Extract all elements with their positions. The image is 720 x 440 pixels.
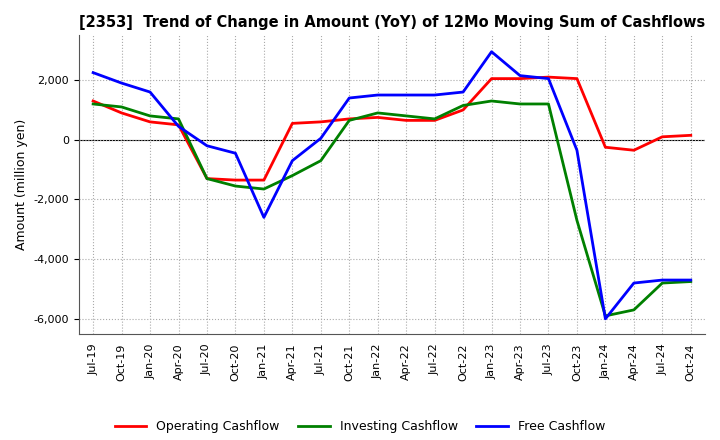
- Investing Cashflow: [260, 187, 269, 192]
- Investing Cashflow: [686, 279, 695, 284]
- Operating Cashflow: [402, 118, 410, 123]
- Free Cashflow: [601, 316, 610, 322]
- Operating Cashflow: [231, 177, 240, 183]
- Operating Cashflow: [117, 110, 126, 116]
- Investing Cashflow: [487, 99, 496, 104]
- Operating Cashflow: [317, 119, 325, 125]
- Investing Cashflow: [516, 101, 524, 106]
- Free Cashflow: [89, 70, 97, 75]
- Line: Investing Cashflow: Investing Cashflow: [93, 101, 690, 316]
- Operating Cashflow: [459, 107, 467, 113]
- Line: Operating Cashflow: Operating Cashflow: [93, 77, 690, 180]
- Free Cashflow: [174, 124, 183, 129]
- Free Cashflow: [459, 89, 467, 95]
- Free Cashflow: [544, 76, 553, 81]
- Operating Cashflow: [345, 116, 354, 121]
- Free Cashflow: [431, 92, 439, 98]
- Operating Cashflow: [288, 121, 297, 126]
- Operating Cashflow: [572, 76, 581, 81]
- Free Cashflow: [345, 95, 354, 101]
- Investing Cashflow: [117, 104, 126, 110]
- Investing Cashflow: [601, 313, 610, 319]
- Y-axis label: Amount (million yen): Amount (million yen): [15, 119, 28, 250]
- Operating Cashflow: [658, 134, 667, 139]
- Free Cashflow: [317, 136, 325, 141]
- Investing Cashflow: [174, 116, 183, 121]
- Free Cashflow: [202, 143, 211, 148]
- Legend: Operating Cashflow, Investing Cashflow, Free Cashflow: Operating Cashflow, Investing Cashflow, …: [110, 415, 610, 438]
- Operating Cashflow: [487, 76, 496, 81]
- Investing Cashflow: [202, 176, 211, 181]
- Investing Cashflow: [317, 158, 325, 163]
- Operating Cashflow: [89, 99, 97, 104]
- Free Cashflow: [686, 277, 695, 282]
- Operating Cashflow: [629, 147, 638, 153]
- Operating Cashflow: [260, 177, 269, 183]
- Operating Cashflow: [431, 118, 439, 123]
- Investing Cashflow: [288, 173, 297, 178]
- Line: Free Cashflow: Free Cashflow: [93, 52, 690, 319]
- Operating Cashflow: [601, 145, 610, 150]
- Operating Cashflow: [145, 119, 154, 125]
- Investing Cashflow: [459, 103, 467, 108]
- Operating Cashflow: [202, 176, 211, 181]
- Free Cashflow: [487, 49, 496, 55]
- Investing Cashflow: [374, 110, 382, 116]
- Investing Cashflow: [431, 116, 439, 121]
- Free Cashflow: [572, 147, 581, 153]
- Free Cashflow: [658, 277, 667, 282]
- Operating Cashflow: [516, 76, 524, 81]
- Investing Cashflow: [145, 113, 154, 118]
- Free Cashflow: [145, 89, 154, 95]
- Free Cashflow: [288, 158, 297, 163]
- Operating Cashflow: [544, 74, 553, 80]
- Free Cashflow: [402, 92, 410, 98]
- Free Cashflow: [260, 215, 269, 220]
- Operating Cashflow: [174, 122, 183, 128]
- Free Cashflow: [629, 280, 638, 286]
- Free Cashflow: [516, 73, 524, 78]
- Investing Cashflow: [402, 113, 410, 118]
- Operating Cashflow: [374, 115, 382, 120]
- Free Cashflow: [231, 150, 240, 156]
- Investing Cashflow: [89, 101, 97, 106]
- Investing Cashflow: [345, 118, 354, 123]
- Free Cashflow: [374, 92, 382, 98]
- Title: [2353]  Trend of Change in Amount (YoY) of 12Mo Moving Sum of Cashflows: [2353] Trend of Change in Amount (YoY) o…: [78, 15, 705, 30]
- Investing Cashflow: [231, 183, 240, 189]
- Investing Cashflow: [658, 280, 667, 286]
- Investing Cashflow: [572, 218, 581, 223]
- Investing Cashflow: [544, 101, 553, 106]
- Operating Cashflow: [686, 133, 695, 138]
- Free Cashflow: [117, 81, 126, 86]
- Investing Cashflow: [629, 307, 638, 312]
